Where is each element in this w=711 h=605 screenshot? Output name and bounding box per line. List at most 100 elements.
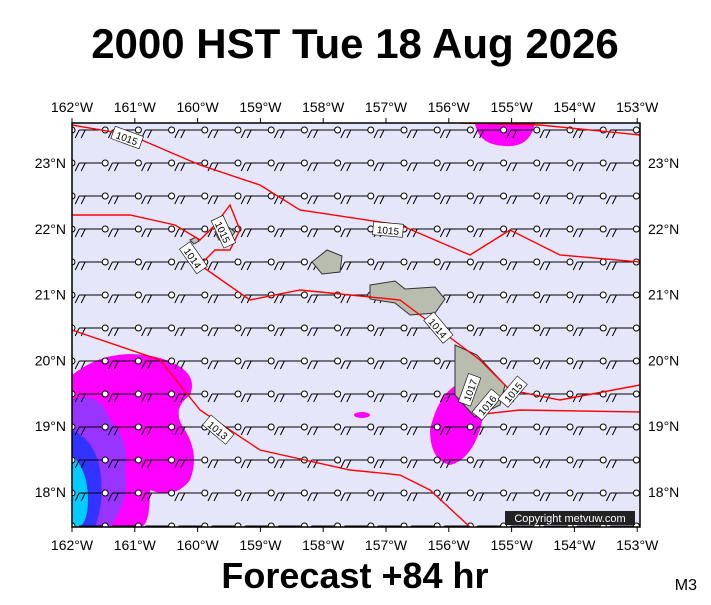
barb bbox=[572, 228, 601, 238]
barb bbox=[240, 492, 269, 502]
station bbox=[566, 258, 574, 266]
station bbox=[134, 390, 142, 398]
lon-label: 160°W bbox=[177, 537, 220, 553]
station bbox=[134, 225, 142, 233]
barb bbox=[572, 426, 601, 436]
station bbox=[267, 489, 275, 497]
barb bbox=[605, 228, 634, 238]
barb bbox=[174, 162, 202, 172]
barb bbox=[310, 525, 335, 527]
station bbox=[433, 192, 441, 200]
station bbox=[433, 522, 441, 527]
barb bbox=[605, 426, 634, 436]
barb bbox=[307, 195, 335, 205]
barb bbox=[240, 393, 269, 403]
station bbox=[599, 456, 607, 464]
barb bbox=[273, 261, 302, 271]
station bbox=[433, 225, 441, 233]
barb bbox=[473, 195, 501, 205]
barb bbox=[572, 195, 601, 205]
station bbox=[533, 357, 541, 365]
barb bbox=[340, 162, 368, 172]
barb bbox=[307, 129, 335, 139]
station bbox=[134, 159, 142, 167]
barb bbox=[141, 261, 169, 271]
station bbox=[234, 456, 242, 464]
station bbox=[101, 159, 109, 167]
station bbox=[168, 192, 176, 200]
barb bbox=[473, 162, 501, 172]
barb bbox=[42, 328, 69, 336]
barb bbox=[609, 525, 634, 527]
barb bbox=[174, 459, 202, 469]
lon-label: 155°W bbox=[491, 99, 534, 115]
station bbox=[101, 258, 109, 266]
station bbox=[234, 357, 242, 365]
station bbox=[599, 291, 607, 299]
lon-label: 153°W bbox=[616, 537, 659, 553]
barb bbox=[340, 228, 368, 238]
lon-label: 160°W bbox=[177, 99, 220, 115]
station bbox=[632, 390, 640, 398]
barb bbox=[373, 360, 401, 370]
barb bbox=[174, 327, 202, 337]
barb bbox=[605, 459, 634, 469]
label-box bbox=[423, 311, 454, 344]
barb bbox=[473, 327, 501, 337]
station bbox=[201, 390, 209, 398]
station bbox=[201, 192, 209, 200]
barb bbox=[273, 228, 302, 238]
barb bbox=[273, 492, 302, 502]
station bbox=[234, 390, 242, 398]
station bbox=[599, 489, 607, 497]
copyright: Copyright metvuw.com bbox=[514, 513, 625, 525]
station bbox=[632, 357, 640, 365]
station bbox=[533, 423, 541, 431]
barb bbox=[439, 129, 468, 139]
station bbox=[201, 291, 209, 299]
barb bbox=[273, 360, 302, 370]
barb bbox=[373, 492, 401, 502]
station bbox=[168, 258, 176, 266]
station bbox=[466, 291, 474, 299]
station bbox=[500, 423, 508, 431]
station bbox=[500, 159, 508, 167]
station bbox=[101, 390, 109, 398]
station bbox=[500, 489, 508, 497]
barb bbox=[42, 196, 69, 204]
barb bbox=[340, 129, 368, 139]
station bbox=[466, 489, 474, 497]
barb bbox=[343, 525, 368, 527]
barb bbox=[506, 426, 534, 436]
station bbox=[201, 159, 209, 167]
lat-label: 22°N bbox=[35, 221, 66, 237]
barb bbox=[240, 162, 269, 172]
station bbox=[101, 423, 109, 431]
station bbox=[599, 225, 607, 233]
barb bbox=[207, 393, 235, 403]
isobar-label: 1015 bbox=[372, 221, 404, 238]
station bbox=[400, 324, 408, 332]
barb bbox=[539, 195, 567, 205]
station bbox=[632, 159, 640, 167]
barb bbox=[439, 195, 468, 205]
station bbox=[334, 390, 342, 398]
barb bbox=[174, 129, 202, 139]
barb bbox=[207, 261, 235, 271]
station bbox=[533, 324, 541, 332]
station bbox=[367, 258, 375, 266]
copyright-box bbox=[505, 511, 635, 525]
station bbox=[134, 357, 142, 365]
barb bbox=[141, 492, 169, 502]
station bbox=[533, 291, 541, 299]
station bbox=[234, 489, 242, 497]
station bbox=[566, 159, 574, 167]
barb bbox=[174, 195, 202, 205]
label-box bbox=[497, 375, 528, 408]
station bbox=[632, 225, 640, 233]
barb bbox=[174, 426, 202, 436]
station bbox=[267, 456, 275, 464]
barb bbox=[207, 492, 235, 502]
lat-label: 23°N bbox=[35, 155, 66, 171]
station bbox=[500, 258, 508, 266]
